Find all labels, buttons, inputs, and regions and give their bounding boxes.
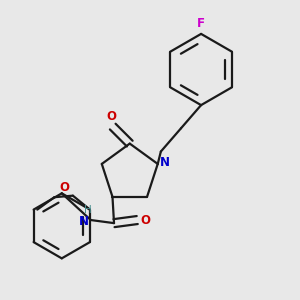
Text: H: H	[84, 206, 92, 215]
Text: F: F	[197, 17, 205, 30]
Text: O: O	[59, 181, 69, 194]
Text: O: O	[140, 214, 150, 226]
Text: N: N	[79, 215, 89, 228]
Text: N: N	[160, 156, 170, 169]
Text: O: O	[106, 110, 116, 123]
